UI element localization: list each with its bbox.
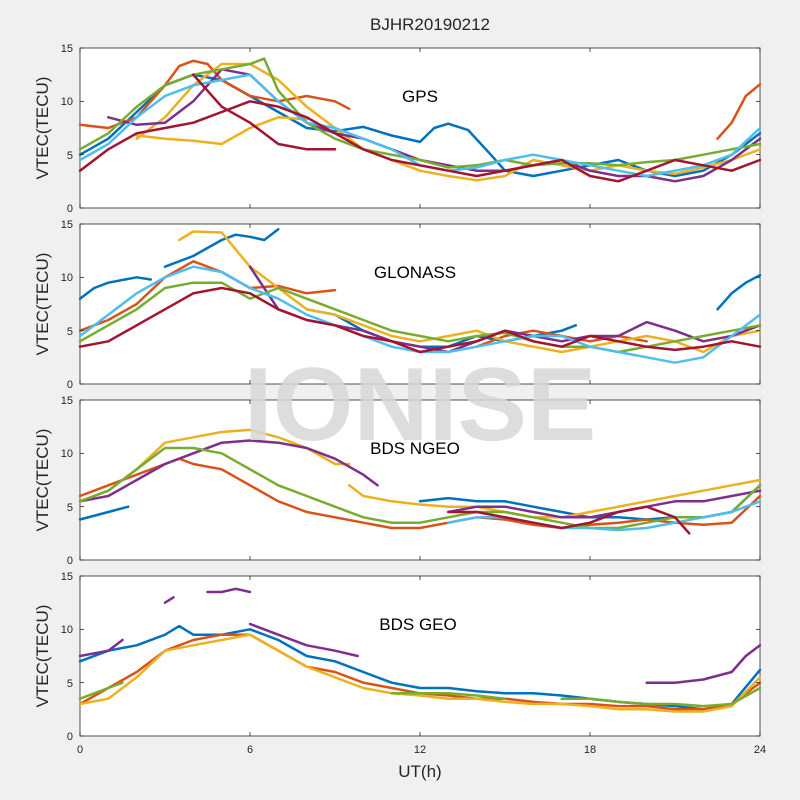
series-layer [78, 587, 762, 713]
panel-gps: GPS VTEC(TECU) 0 5 10 15 [33, 43, 762, 215]
watermark: IONISE [244, 347, 597, 463]
y-axis-label: VTEC(TECU) [33, 77, 52, 180]
series-layer [78, 428, 762, 535]
y-tick-label: 10 [61, 272, 73, 284]
series-line-10 [78, 286, 762, 354]
series-line-0 [78, 73, 762, 178]
y-axis-label: VTEC(TECU) [33, 605, 52, 708]
series-line-4 [135, 116, 308, 146]
y-tick-label: 15 [61, 43, 73, 55]
panel-glonass: GLONASS VTEC(TECU) 0 5 10 15 [33, 219, 762, 391]
series-layer [78, 228, 762, 364]
y-tick-label: 15 [61, 219, 73, 231]
plot-area [79, 575, 761, 737]
y-tick-label: 15 [61, 395, 73, 407]
plot-area [79, 47, 761, 209]
y-tick-label: 5 [67, 678, 73, 690]
tick-marks [79, 399, 761, 561]
series-layer [78, 57, 762, 183]
series-line-4 [347, 478, 762, 519]
series-line-6 [248, 622, 359, 658]
series-line-3 [78, 638, 124, 658]
y-tick-label: 5 [67, 150, 73, 162]
y-tick-label: 5 [67, 502, 73, 514]
series-line-6 [447, 489, 762, 519]
x-tick-label: 18 [584, 744, 596, 756]
x-tick-label: 6 [247, 744, 253, 756]
y-tick-label: 10 [61, 96, 73, 108]
series-line-8 [78, 100, 762, 183]
x-tick-label: 0 [77, 744, 83, 756]
series-line-7 [78, 446, 762, 530]
y-tick-label: 15 [61, 571, 73, 583]
y-tick-label: 0 [67, 379, 73, 391]
series-line-3 [716, 273, 762, 311]
panel-label: BDS NGEO [370, 439, 460, 458]
panel-label: GLONASS [374, 263, 456, 282]
panel-label: BDS GEO [379, 615, 456, 634]
x-axis: 0 6 12 18 24 UT(h) [77, 744, 766, 781]
series-line-4 [163, 596, 175, 604]
series-line-9 [390, 692, 507, 700]
series-line-6 [177, 230, 762, 354]
series-line-9 [447, 505, 691, 535]
panel-label: GPS [402, 87, 438, 106]
series-line-5 [206, 587, 252, 594]
series-line-3 [135, 62, 762, 182]
series-line-5 [78, 439, 379, 503]
series-line-2 [78, 457, 762, 530]
tick-marks [79, 223, 761, 385]
x-axis-label: UT(h) [398, 762, 441, 781]
series-line-9 [192, 73, 337, 151]
y-tick-label: 10 [61, 448, 73, 460]
x-tick-label: 12 [414, 744, 426, 756]
y-tick-label: 0 [67, 731, 73, 743]
series-line-8 [78, 681, 124, 700]
y-tick-label: 5 [67, 326, 73, 338]
series-line-10 [560, 686, 762, 708]
series-line-0 [78, 505, 130, 521]
y-axis-label: VTEC(TECU) [33, 429, 52, 532]
tick-marks [79, 47, 761, 209]
panel-bds-geo: BDS GEO VTEC(TECU) 0 5 10 15 [33, 571, 762, 743]
chart-title: BJHR20190212 [370, 15, 490, 34]
series-line-2 [716, 83, 762, 140]
series-line-2 [78, 633, 762, 713]
y-tick-label: 10 [61, 624, 73, 636]
y-tick-label: 0 [67, 203, 73, 215]
series-line-7 [645, 644, 762, 684]
series-line-0 [78, 276, 153, 300]
y-tick-label: 0 [67, 555, 73, 567]
plot-area [79, 399, 761, 561]
panel-bds-ngeo: BDS NGEO VTEC(TECU) 0 5 10 15 [33, 395, 762, 567]
series-line-4 [78, 260, 337, 332]
x-tick-label: 24 [754, 744, 766, 756]
y-axis-label: VTEC(TECU) [33, 253, 52, 356]
tick-marks [79, 575, 761, 737]
series-line-1 [163, 228, 280, 268]
